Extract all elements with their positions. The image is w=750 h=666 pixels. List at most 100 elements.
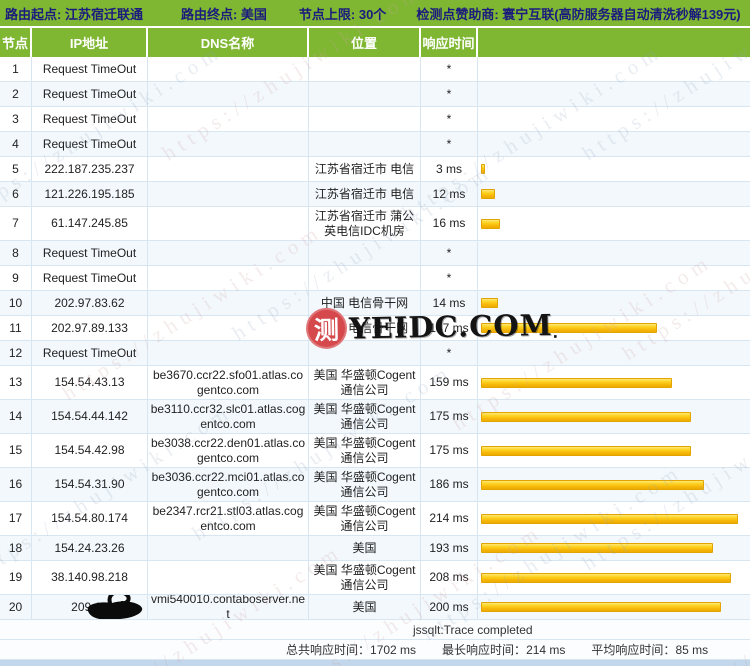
node-cell: 13: [0, 366, 32, 399]
table-row: 14 154.54.44.142 be3110.ccr32.slc01.atla…: [0, 400, 750, 434]
location-cell: 中国 电信骨干网: [309, 291, 421, 315]
trace-status-text: jssqlt:Trace completed: [413, 622, 533, 637]
location-cell: [309, 132, 421, 156]
response-time-cell: *: [421, 107, 478, 131]
table-row: 16 154.54.31.90 be3036.ccr22.mci01.atlas…: [0, 468, 750, 502]
dns-cell: [148, 207, 309, 240]
location-cell: 江苏省宿迁市 电信: [309, 182, 421, 206]
ip-text: 202.97.83.62: [54, 295, 125, 310]
table-row: 13 154.54.43.13 be3670.ccr22.sfo01.atlas…: [0, 366, 750, 400]
summary-stats-row: 总共响应时间：1702 ms 最长响应时间：214 ms 平均响应时间：85 m…: [0, 640, 750, 660]
latency-bar: [481, 543, 713, 553]
ip-cell: 154.54.80.174: [32, 502, 148, 535]
dns-cell: [148, 316, 309, 340]
route-info-bar: 路由起点: 江苏宿迁联通 路由终点: 美国 节点上限: 30个 检测点赞助商: …: [0, 0, 750, 28]
trace-table-body: 1 Request TimeOut * 2 Request TimeOut * …: [0, 57, 750, 620]
table-row: 15 154.54.42.98 be3038.ccr22.den01.atlas…: [0, 434, 750, 468]
ip-cell: 202.97.83.62: [32, 291, 148, 315]
latency-bar-cell: [478, 107, 750, 131]
total-response-time: 总共响应时间：1702 ms: [286, 643, 417, 657]
latency-bar-cell: [478, 182, 750, 206]
location-cell: [309, 107, 421, 131]
location-cell: [309, 241, 421, 265]
latency-bar: [481, 323, 657, 333]
ip-text: 154.54.44.142: [51, 409, 128, 423]
dns-cell: be3036.ccr22.mci01.atlas.cogentco.com: [148, 468, 309, 501]
location-cell: 美国 华盛顿Cogent通信公司: [309, 400, 421, 433]
dns-cell: [148, 132, 309, 156]
header-location: 位置: [309, 28, 421, 57]
ip-cell: 154.54.31.90: [32, 468, 148, 501]
latency-bar-cell: [478, 366, 750, 399]
table-row: 18 154.24.23.26 美国 193 ms: [0, 536, 750, 561]
latency-bar-cell: [478, 82, 750, 106]
response-time-cell: *: [421, 57, 478, 81]
ip-cell: 154.54.44.142: [32, 400, 148, 433]
location-cell: [309, 266, 421, 290]
dns-cell: [148, 157, 309, 181]
response-time-cell: *: [421, 341, 478, 365]
location-cell: 美国 华盛顿Cogent通信公司: [309, 502, 421, 535]
table-row: 3 Request TimeOut *: [0, 107, 750, 132]
sponsor-link[interactable]: 检测点赞助商: 寰宁互联(高防服务器自动清洗秒解139元): [416, 6, 741, 22]
location-cell: 江苏省宿迁市 电信: [309, 157, 421, 181]
latency-bar-cell: [478, 536, 750, 560]
location-cell: [309, 57, 421, 81]
ip-text: 154.54.80.174: [51, 511, 128, 525]
node-cell: 12: [0, 341, 32, 365]
latency-bar-cell: [478, 595, 750, 619]
latency-bar: [481, 164, 485, 174]
latency-bar-cell: [478, 241, 750, 265]
node-cell: 3: [0, 107, 32, 131]
table-row: 4 Request TimeOut *: [0, 132, 750, 157]
dns-cell: [148, 82, 309, 106]
latency-bar: [481, 218, 500, 229]
dns-cell: [148, 107, 309, 131]
response-time-cell: 147 ms: [421, 316, 478, 340]
location-cell: 中国 电信骨干网: [309, 316, 421, 340]
ip-cell: Request TimeOut: [32, 82, 148, 106]
location-cell: 美国: [309, 536, 421, 560]
table-row: 17 154.54.80.174 be2347.rcr21.stl03.atla…: [0, 502, 750, 536]
latency-bar-cell: [478, 266, 750, 290]
ip-text: 38.140.98.218: [51, 570, 128, 584]
dns-cell: be3038.ccr22.den01.atlas.cogentco.com: [148, 434, 309, 467]
response-time-cell: 14 ms: [421, 291, 478, 315]
response-time-cell: 200 ms: [421, 595, 478, 619]
latency-bar: [481, 411, 691, 422]
latency-bar-cell: [478, 341, 750, 365]
latency-bar-cell: [478, 502, 750, 535]
table-row: 11 202.97.89.133 中国 电信骨干网 147 ms: [0, 316, 750, 341]
ip-cell: 209.14: [32, 595, 148, 619]
latency-bar-cell: [478, 468, 750, 501]
table-header-row: 节点 IP地址 DNS名称 位置 响应时间: [0, 28, 750, 57]
node-cell: 20: [0, 595, 32, 619]
ip-cell: 38.140.98.218: [32, 561, 148, 594]
response-time-cell: 186 ms: [421, 468, 478, 501]
latency-bar-cell: [478, 561, 750, 594]
response-time-cell: 12 ms: [421, 182, 478, 206]
response-time-cell: 16 ms: [421, 207, 478, 240]
ip-cell: Request TimeOut: [32, 266, 148, 290]
dns-cell: be3670.ccr22.sfo01.atlas.cogentco.com: [148, 366, 309, 399]
node-cell: 2: [0, 82, 32, 106]
header-node: 节点: [0, 28, 32, 57]
table-row: 8 Request TimeOut *: [0, 241, 750, 266]
location-cell: 美国 华盛顿Cogent通信公司: [309, 468, 421, 501]
location-cell: 美国 华盛顿Cogent通信公司: [309, 366, 421, 399]
latency-bar-cell: [478, 434, 750, 467]
latency-bar-cell: [478, 316, 750, 340]
response-time-cell: 193 ms: [421, 536, 478, 560]
ip-text: 61.147.245.85: [51, 216, 128, 230]
dns-cell: [148, 241, 309, 265]
ip-text: 222.187.235.237: [44, 161, 135, 176]
node-cell: 5: [0, 157, 32, 181]
trace-status-row: jssqlt:Trace completed: [0, 620, 750, 640]
latency-bar: [481, 189, 495, 199]
node-cell: 18: [0, 536, 32, 560]
table-row: 1 Request TimeOut *: [0, 57, 750, 82]
ip-text: Request TimeOut: [42, 345, 137, 360]
table-row: 10 202.97.83.62 中国 电信骨干网 14 ms: [0, 291, 750, 316]
ip-text: 154.54.31.90: [54, 477, 125, 491]
ip-text: 154.54.43.13: [54, 375, 125, 389]
